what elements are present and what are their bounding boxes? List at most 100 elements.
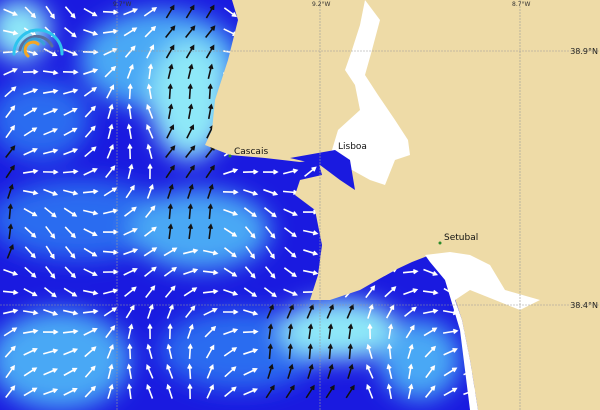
lat-label: 38.9°N [570,47,598,56]
current-arrow [63,367,78,377]
current-arrow [207,183,214,199]
current-arrow [403,288,419,296]
current-arrow [166,303,174,319]
current-arrow [443,367,458,377]
current-arrow [224,366,237,378]
current-arrow [84,385,96,398]
current-arrow [244,226,256,239]
current-arrow [7,223,14,240]
current-arrow [124,45,136,58]
current-arrow [163,247,178,257]
sado-estuary [425,252,540,410]
current-arrow [143,7,158,17]
current-arrow [123,228,138,236]
current-arrow [166,363,174,379]
current-arrow [185,305,196,318]
current-arrow [423,327,438,337]
current-arrow [165,164,175,179]
current-arrow [422,308,439,315]
current-arrow [42,69,59,76]
current-arrow [386,363,393,379]
current-arrow [183,287,198,297]
current-arrow [326,304,334,319]
current-arrow [106,143,114,159]
current-arrow [126,103,133,120]
current-arrow [187,223,194,240]
current-arrow [123,8,139,16]
current-arrow [23,367,38,377]
current-arrow [283,208,298,216]
current-arrow [183,248,199,255]
place-cascais[interactable]: Cascais [234,147,268,157]
current-arrow [223,267,238,277]
current-arrow [125,304,135,319]
current-arrow [207,223,214,240]
current-arrow [63,107,78,116]
current-arrow [283,168,299,175]
current-arrow [205,4,215,19]
current-arrow [405,324,415,339]
current-arrow [385,304,395,319]
current-arrow [62,328,79,335]
current-arrow [84,125,96,138]
current-arrow [146,303,154,319]
current-arrow [164,285,176,298]
current-arrow [23,148,38,156]
current-arrow [43,48,58,57]
current-arrow [185,4,195,19]
current-arrow [267,343,273,360]
current-arrow [243,189,259,196]
current-arrow [64,266,77,279]
place-setubal[interactable]: Setubal [444,233,478,243]
current-arrow [24,6,37,19]
current-arrow [222,309,239,315]
current-arrow [2,289,19,296]
current-arrow [265,226,276,239]
current-arrow [4,345,16,358]
current-arrow [205,344,215,359]
current-arrow [127,83,133,100]
current-arrow [287,343,293,360]
current-arrow [223,247,237,258]
current-arrow [224,386,237,398]
current-arrow [203,307,218,316]
current-arrow [327,323,334,340]
current-arrow [6,243,14,259]
current-arrow [442,328,459,334]
current-arrow [407,383,414,400]
current-arrow [165,25,176,38]
current-arrow [167,323,173,340]
current-arrow [43,308,59,316]
current-arrow [3,68,18,76]
tagus-mouth [290,150,355,190]
current-arrow [147,323,153,340]
current-arrow [402,268,419,275]
current-arrow [365,285,376,299]
current-arrow [44,206,57,218]
current-arrow [303,249,319,256]
current-arrow [147,163,153,180]
current-arrow [146,124,154,139]
current-arrow [146,83,153,100]
current-arrow [167,203,173,220]
current-arrow [144,205,156,218]
current-arrow [202,269,219,276]
current-arrow [5,164,15,179]
current-arrow [23,127,38,137]
current-arrow [302,269,319,276]
current-arrow [306,304,314,319]
place-lisboa[interactable]: Lisboa [338,142,367,152]
current-arrow [146,343,153,359]
current-arrow [45,225,56,239]
current-arrow [123,248,139,256]
current-arrow [83,7,98,17]
current-arrow [45,5,55,20]
current-arrow [103,307,118,317]
current-arrow [327,363,334,379]
current-arrow [146,143,153,159]
current-arrow [43,388,59,396]
current-arrow [187,343,193,360]
current-arrow [62,169,79,175]
